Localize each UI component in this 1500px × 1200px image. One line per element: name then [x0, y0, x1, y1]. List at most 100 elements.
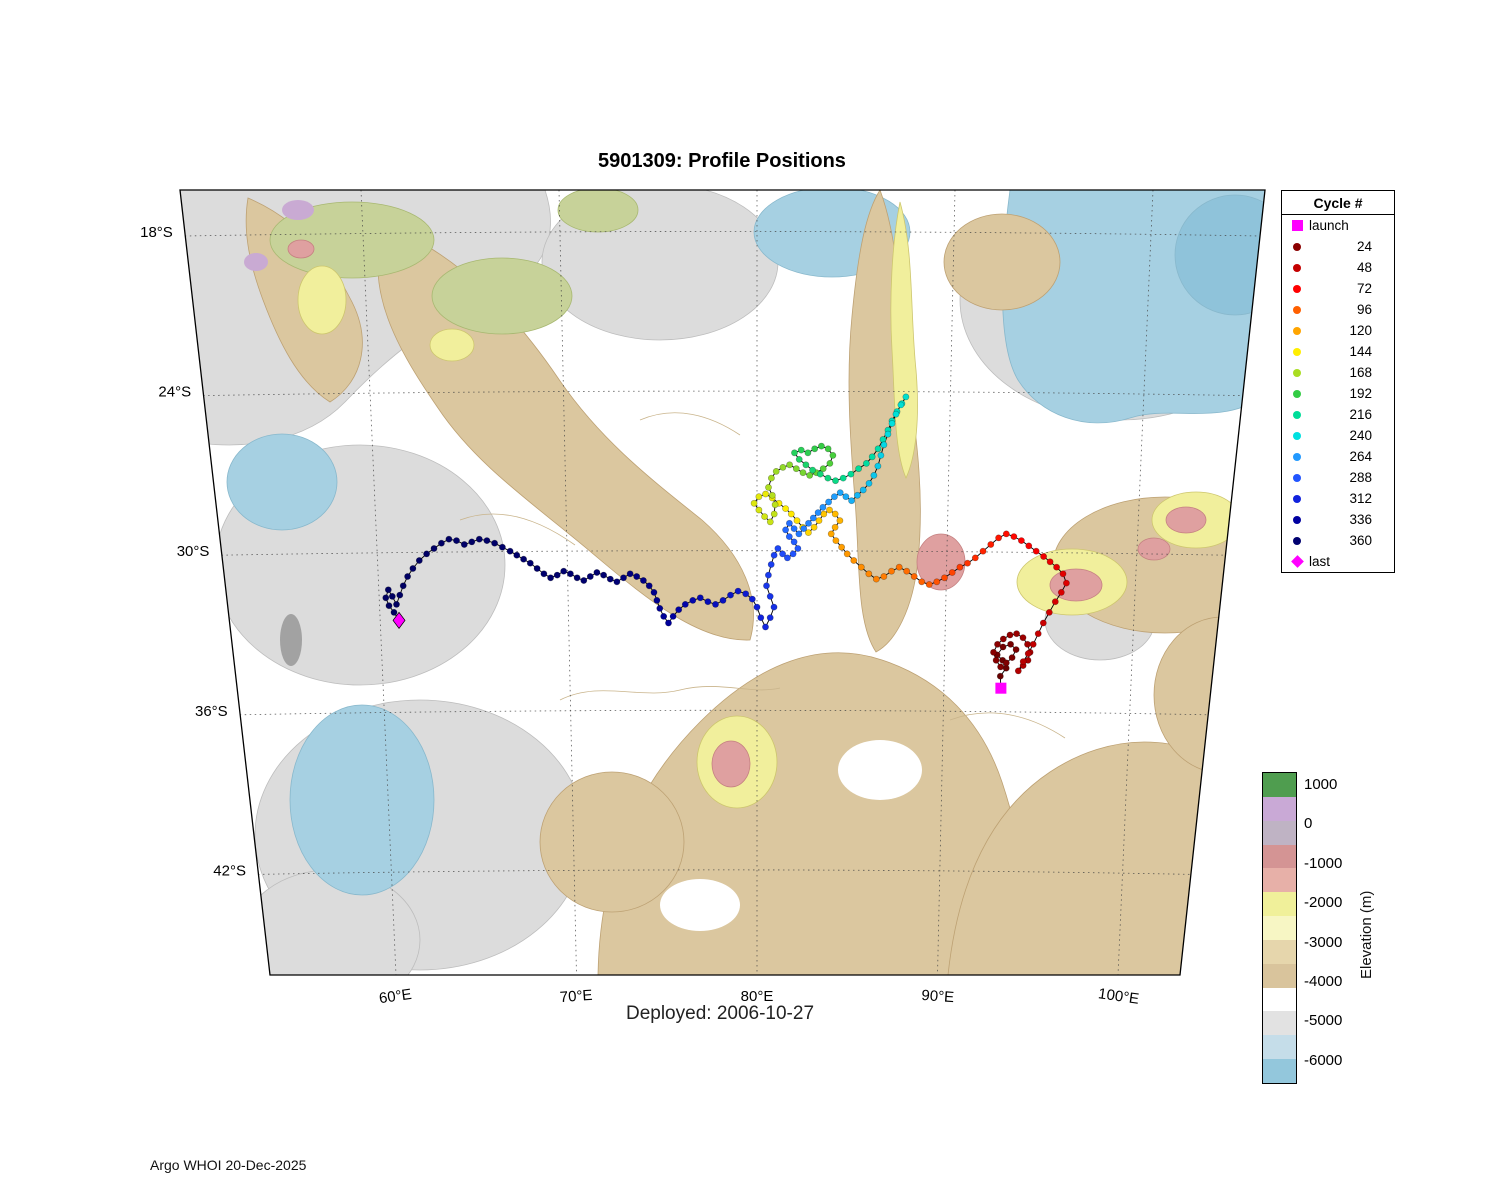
elevation-colorbar: [1262, 772, 1297, 1084]
profile-dot: [792, 465, 800, 473]
profile-dot: [734, 587, 742, 595]
colorbar-band: [1263, 820, 1296, 845]
contour-lines: [459, 412, 1066, 739]
depth-misc-regions: [244, 200, 922, 931]
colorbar-tick-label: -6000: [1304, 1051, 1343, 1069]
profile-dot: [1019, 634, 1027, 642]
profile-dot: [385, 602, 393, 610]
profile-dot: [782, 526, 789, 534]
page-title: 5901309: Profile Positions: [598, 150, 846, 172]
colorbar-band: [1263, 892, 1296, 917]
colorbar-band: [1263, 1059, 1296, 1083]
profile-dot: [863, 459, 870, 467]
profile-dot: [384, 586, 392, 594]
gridline-parallel: [258, 869, 1192, 875]
profile-dot: [727, 591, 734, 599]
profile-dot: [797, 446, 805, 454]
depth-blue-regions: [226, 190, 1265, 896]
profile-dot: [1008, 654, 1016, 661]
profile-dot: [941, 574, 948, 582]
map-frame: [179, 189, 1266, 976]
profile-dot: [789, 550, 797, 558]
profile-dot: [848, 497, 855, 505]
profile-dot: [799, 469, 807, 477]
profile-dot: [660, 613, 668, 620]
profile-dot: [990, 648, 997, 656]
profile-dot: [640, 577, 647, 584]
profile-dot: [665, 619, 672, 627]
profile-dot: [925, 581, 933, 588]
profile-dot: [650, 589, 658, 596]
profile-dot: [669, 613, 677, 620]
legend-entry-label: 216: [1349, 407, 1372, 422]
profile-dot: [430, 545, 438, 552]
profile-dot: [824, 474, 832, 482]
x-tick-label: 100°E: [1097, 985, 1140, 1008]
legend-entry-144: 144: [1282, 341, 1394, 362]
profile-dot: [540, 570, 548, 578]
y-tick-label: 30°S: [177, 543, 210, 560]
legend-entry-label: 264: [1349, 449, 1372, 464]
profile-dot: [491, 539, 498, 547]
profile-dot: [468, 538, 476, 546]
profile-dot: [782, 505, 789, 512]
profile-dot: [827, 530, 835, 538]
profile-dot: [847, 470, 855, 478]
profile-dot: [779, 550, 786, 558]
profile-dot: [971, 554, 979, 562]
profile-dot: [533, 565, 541, 572]
profile-dot: [805, 519, 812, 527]
y-tick-label: 42°S: [213, 862, 246, 879]
profile-dot: [795, 530, 803, 538]
profile-dot: [762, 490, 769, 498]
profile-dot: [999, 643, 1007, 651]
profile-dot: [1045, 609, 1053, 616]
colorbar-tick-label: -3000: [1304, 933, 1343, 951]
cycle-dot-icon: [1289, 410, 1305, 419]
profile-dot: [857, 563, 865, 571]
profile-dot: [755, 506, 763, 514]
bathymetry-layer: [180, 190, 1265, 975]
legend-entry-label: 240: [1349, 428, 1372, 443]
profile-dot: [874, 445, 882, 453]
profile-dot: [829, 451, 837, 459]
deployed-date: Deployed: 2006-10-27: [625, 1003, 815, 1024]
profile-dot: [520, 555, 527, 563]
profile-dot: [1046, 558, 1054, 566]
profile-dot: [770, 603, 778, 611]
colorbar-band: [1263, 868, 1296, 893]
profile-dot: [820, 510, 828, 518]
profile-dot: [1024, 650, 1032, 657]
profile-dot: [445, 535, 453, 543]
profile-dot: [399, 582, 407, 590]
depth-green-regions: [269, 190, 639, 335]
profile-dot: [1029, 640, 1037, 648]
profile-dot: [748, 595, 756, 603]
profile-dot: [918, 578, 926, 586]
profile-dot: [719, 597, 727, 604]
legend-entry-label: 72: [1356, 281, 1372, 296]
trajectory: [382, 393, 1070, 694]
profile-dot: [791, 449, 798, 457]
profile-dot: [786, 461, 793, 469]
profile-dot: [809, 514, 817, 522]
profile-dot: [859, 486, 867, 494]
profile-dot: [825, 498, 832, 506]
legend-entry-label: 336: [1349, 512, 1372, 527]
profile-dot: [423, 550, 430, 558]
profile-dot: [553, 571, 561, 579]
colorbar-band: [1263, 1035, 1296, 1060]
gridline-meridian: [937, 190, 956, 975]
profile-dot: [880, 441, 888, 449]
colorbar-tick-label: -2000: [1304, 894, 1343, 912]
profile-dot: [586, 573, 594, 580]
legend-entries: launch 24 48 72 96 120 144 168 192 216 240 264 288 31…: [1282, 215, 1394, 572]
profile-dot: [897, 401, 905, 409]
profile-dot: [843, 550, 851, 558]
gridline-parallel: [203, 390, 1244, 396]
profile-dot: [880, 573, 888, 580]
profile-dot: [656, 605, 664, 612]
legend-entry-launch: launch: [1282, 215, 1394, 236]
colorbar-tick-label: 0: [1304, 815, 1313, 833]
